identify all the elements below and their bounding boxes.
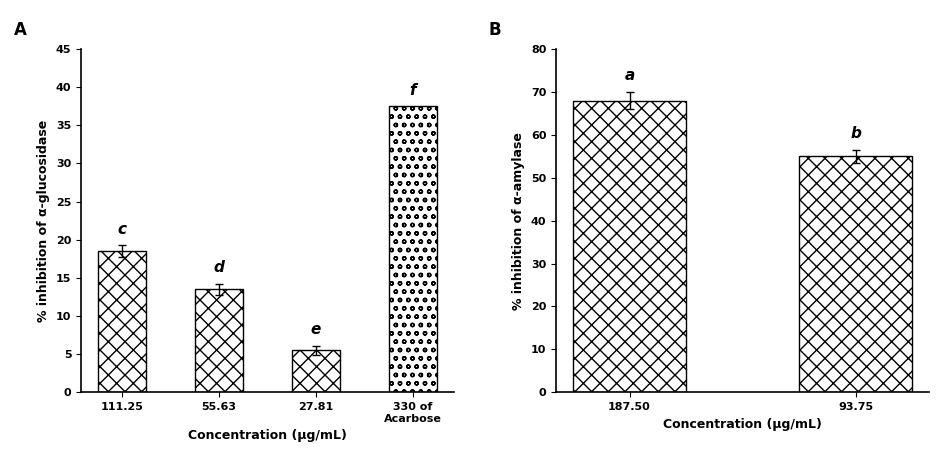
Text: d: d (214, 260, 224, 275)
Bar (98, 251, 146, 392)
Bar (389, 106, 437, 392)
Text: f: f (409, 83, 416, 98)
Y-axis label: % inhibition of α-glucosidase: % inhibition of α-glucosidase (37, 119, 50, 322)
Text: a: a (624, 69, 635, 83)
X-axis label: Concentration (μg/mL): Concentration (μg/mL) (188, 429, 347, 442)
Text: A: A (14, 21, 27, 39)
Bar (799, 156, 912, 392)
Text: e: e (311, 322, 321, 337)
Y-axis label: % inhibition of α-amylase: % inhibition of α-amylase (512, 132, 525, 310)
Text: B: B (489, 21, 502, 39)
Text: b: b (850, 126, 861, 141)
X-axis label: Concentration (μg/mL): Concentration (μg/mL) (663, 418, 822, 431)
Bar (573, 100, 686, 392)
Text: c: c (118, 221, 126, 237)
Bar (195, 289, 243, 392)
Bar (292, 350, 340, 392)
